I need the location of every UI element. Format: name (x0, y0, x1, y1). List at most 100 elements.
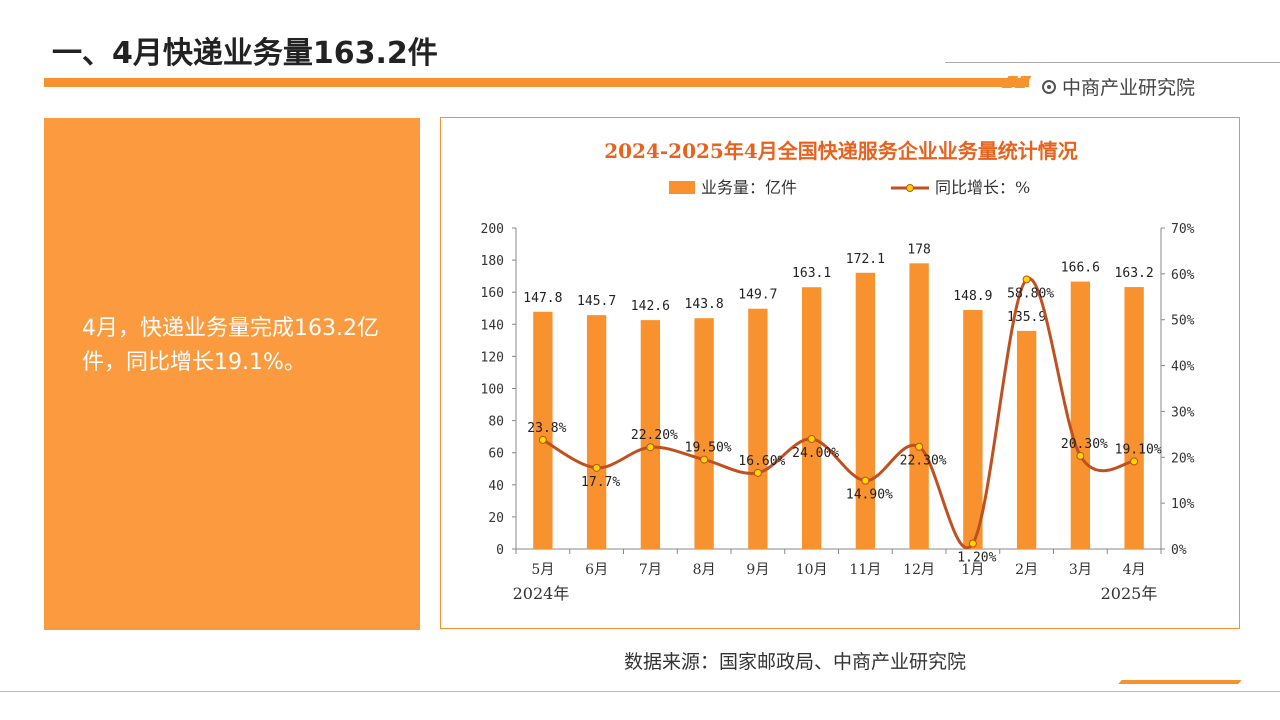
line-point (592, 463, 601, 472)
line-point (1130, 457, 1139, 466)
legend-bar-swatch (669, 181, 695, 194)
x-tick-label: 4月 (1123, 562, 1146, 578)
line-point (1022, 275, 1031, 284)
line-point (968, 539, 977, 548)
chart-legend: 业务量：亿件 同比增长：% (669, 178, 1030, 197)
x-tick-label: 2月 (1015, 562, 1038, 578)
x-tick-label: 8月 (693, 562, 716, 578)
chart-container: 2024-2025年4月全国快递服务企业业务量统计情况 业务量：亿件 同比增长：… (440, 117, 1240, 629)
bar-data-label: 148.9 (953, 289, 992, 304)
brand: 中商产业研究院 (1042, 73, 1195, 100)
header-divider (945, 62, 1280, 63)
bar-data-label: 149.7 (738, 288, 777, 303)
bar-data-label: 145.7 (577, 294, 616, 309)
line-data-label: 16.60% (738, 454, 785, 469)
plot-area: 0 20 40 60 80 100 120 140 160 180 200 0% 10% 20% 30% 40… (481, 222, 1195, 578)
footer-deco (1118, 680, 1242, 684)
bar (694, 318, 714, 549)
line-data-label: 1.20% (957, 550, 996, 565)
bar-data-label: 178 (907, 242, 930, 257)
y-tick-label-left: 0 (496, 543, 504, 558)
bar-data-label: 147.8 (523, 291, 562, 306)
header-accent-bar (44, 78, 1029, 87)
x-tick-label: 6月 (585, 562, 608, 578)
bar (748, 308, 768, 549)
line-point (646, 443, 655, 452)
line-data-label: 19.10% (1115, 442, 1162, 457)
bar (1124, 287, 1144, 549)
y-tick-label-left: 20 (488, 511, 504, 526)
line-data-label: 23.8% (527, 421, 566, 436)
bar-data-label: 172.1 (846, 252, 885, 267)
y-tick-label-right: 30% (1171, 405, 1195, 420)
y-tick-label-left: 140 (481, 318, 504, 333)
bar-data-label: 163.2 (1115, 266, 1154, 281)
y-tick-label-left: 80 (488, 415, 504, 430)
y-tick-label-left: 200 (481, 222, 504, 237)
y-tick-label-left: 100 (481, 383, 504, 398)
y-tick-label-left: 160 (481, 286, 504, 301)
bar (1016, 330, 1037, 549)
y-tick-label-left: 40 (488, 479, 504, 494)
line-data-label: 19.50% (685, 441, 732, 456)
year-start-label: 2024年 (513, 584, 570, 603)
x-tick-label: 10月 (796, 562, 828, 578)
target-icon (1042, 79, 1056, 94)
y-tick-label-left: 180 (481, 254, 504, 269)
bar (1070, 281, 1091, 549)
line-point (1076, 451, 1085, 460)
line-point (861, 476, 870, 485)
summary-panel (44, 118, 420, 630)
legend-bar-label: 业务量：亿件 (701, 178, 797, 197)
x-tick-label: 11月 (849, 562, 881, 578)
y-tick-label-left: 60 (488, 447, 504, 462)
y-tick-label-right: 10% (1171, 497, 1195, 512)
chart-title: 2024-2025年4月全国快递服务企业业务量统计情况 (604, 139, 1078, 163)
line-point (538, 435, 547, 444)
bar-data-label: 135.9 (1007, 310, 1046, 325)
y-tick-label-right: 70% (1171, 222, 1195, 237)
line-point (915, 442, 924, 451)
y-tick-label-right: 0% (1171, 543, 1187, 558)
line-data-label: 14.90% (846, 488, 893, 503)
line-data-label: 24.00% (792, 446, 839, 461)
bar-data-label: 166.6 (1061, 261, 1100, 276)
chart-svg: 2024-2025年4月全国快递服务企业业务量统计情况 业务量：亿件 同比增长：… (481, 139, 1195, 603)
x-tick-label: 5月 (531, 562, 554, 578)
legend-line-marker (906, 184, 914, 192)
bar (801, 287, 822, 549)
year-end-label: 2025年 (1101, 584, 1158, 603)
data-source: 数据来源：国家邮政局、中商产业研究院 (624, 651, 967, 673)
bar (640, 320, 661, 549)
footer-divider (0, 691, 1280, 692)
bar-data-label: 142.6 (631, 299, 670, 314)
line-point (753, 468, 762, 477)
growth-line (542, 277, 1135, 549)
x-tick-label: 9月 (746, 562, 769, 578)
summary-text: 4月，快递业务量完成163.2亿件，同比增长19.1%。 (82, 316, 379, 375)
x-tick-label: 12月 (903, 562, 935, 578)
line-data-label: 20.30% (1061, 437, 1108, 452)
y-tick-label-right: 20% (1171, 451, 1195, 466)
page-title: 一、4月快递业务量163.2件 (52, 36, 438, 71)
y-tick-label-right: 40% (1171, 360, 1195, 375)
line-point (700, 455, 709, 464)
line-data-label: 17.7% (581, 475, 620, 490)
bar-data-label: 143.8 (685, 297, 724, 312)
bar (963, 310, 983, 549)
line-data-label: 58.80% (1007, 286, 1054, 301)
line-data-label: 22.20% (631, 428, 678, 443)
y-tick-label-right: 50% (1171, 314, 1195, 329)
bar (586, 315, 607, 549)
legend-line-label: 同比增长：% (935, 178, 1030, 197)
bar (909, 263, 929, 549)
y-tick-label-right: 60% (1171, 268, 1195, 283)
bar-data-label: 163.1 (792, 266, 831, 281)
line-data-label: 22.30% (900, 454, 947, 469)
y-tick-label-left: 120 (481, 350, 504, 365)
x-tick-label: 1月 (961, 562, 984, 578)
bar (533, 311, 553, 549)
bar (855, 272, 876, 549)
line-point (807, 434, 816, 443)
brand-name: 中商产业研究院 (1062, 77, 1196, 99)
